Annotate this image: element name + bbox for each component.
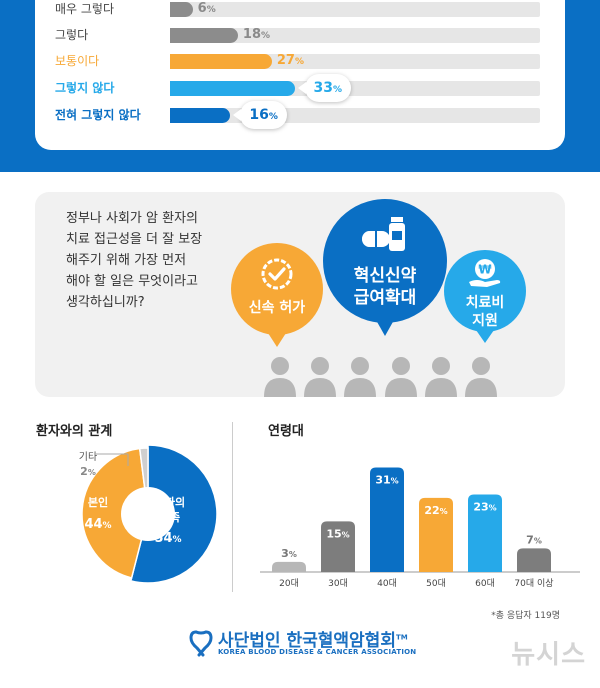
survey-bar-row: 보통이다 27% — [35, 52, 565, 70]
family-value: 54% — [154, 531, 181, 546]
relation-donut-chart: 환자의 가족 54% 본인 44% 기타 2% — [79, 444, 218, 584]
medicine-bottle-icon — [362, 217, 405, 251]
survey-bar-row: 그렇다 18% — [35, 26, 565, 44]
answer-fast-approval-circle: 신속 허가 — [231, 243, 323, 335]
family-label-1: 환자의 — [155, 495, 185, 509]
survey-bar-label: 그렇지 않다 — [55, 81, 115, 95]
survey-bar-row: 그렇지 않다 33% — [35, 74, 565, 102]
self-value-number: 44 — [84, 517, 102, 532]
question-text: 정부나 사회가 암 환자의 치료 접근성을 더 잘 보장 해주기 위해 가장 먼… — [66, 208, 236, 313]
answer-support-tail — [476, 330, 494, 343]
person-icon — [264, 357, 296, 397]
survey-bar-value: 16% — [233, 101, 287, 129]
age-bar-chart: 3% 20대 15% 30대 31% 40대 22% 50대 23% 60대 7% 70대 이상 — [260, 467, 580, 589]
question-line: 정부나 사회가 암 환자의 — [66, 211, 198, 226]
answer-support-label-2: 지원 — [472, 313, 498, 329]
age-bar — [370, 467, 404, 572]
answer-new-drug-circle: 혁신신약 급여확대 — [323, 199, 447, 323]
coin-hand-icon: ₩ — [469, 259, 501, 287]
age-bar — [321, 521, 355, 572]
age-category-label: 30대 — [328, 578, 348, 589]
survey-bar-label: 전혀 그렇지 않다 — [55, 108, 141, 122]
age-category-label: 50대 — [426, 578, 446, 589]
survey-bar-label: 그렇다 — [55, 28, 89, 42]
self-value: 44% — [84, 517, 111, 532]
org-name: 사단법인 한국혈액암협회TM — [218, 631, 408, 651]
survey-bar-track — [170, 28, 540, 43]
survey-bar-value: 27% — [276, 53, 305, 68]
org-english-name: KOREA BLOOD DISEASE & CANCER ASSOCIATION — [218, 648, 417, 656]
answer-new-drug-label-1: 혁신신약 — [353, 266, 417, 286]
survey-bar-value: 6% — [197, 1, 216, 16]
other-value-pct: % — [88, 468, 96, 477]
person-icon — [425, 357, 457, 397]
answer-new-drug-tail — [376, 320, 394, 336]
age-category-label: 20대 — [279, 578, 299, 589]
question-line: 해주기 위해 가장 먼저 — [66, 253, 187, 268]
survey-bar-label: 매우 그렇다 — [55, 2, 115, 16]
age-category-label: 60대 — [475, 578, 495, 589]
survey-bar-fill — [170, 2, 193, 17]
survey-bar-fill — [170, 28, 238, 43]
age-bar — [468, 494, 502, 572]
ribbon-logo-icon — [189, 630, 213, 657]
question-line: 생각하십니까? — [66, 295, 145, 310]
survey-bar-value: 18% — [242, 27, 271, 42]
survey-bar-fill — [170, 54, 272, 69]
news-watermark: 뉴시스 — [511, 640, 586, 670]
age-category-label: 40대 — [377, 578, 397, 589]
answer-new-drug-label-2: 급여확대 — [353, 288, 417, 308]
survey-bar-track — [170, 2, 540, 17]
check-badge-icon — [261, 258, 293, 290]
section-divider — [232, 422, 233, 592]
survey-bar-card: 매우 그렇다 6% 그렇다 18% 보통이다 27% 그렇지 않다 33% 전혀 그렇지 않다 1… — [35, 0, 565, 150]
survey-bar-fill — [170, 81, 295, 96]
answer-fast-approval-tail — [268, 333, 286, 347]
age-bar — [272, 561, 306, 572]
survey-bar-value: 33% — [297, 74, 352, 102]
age-bar-value: 31% — [375, 473, 398, 486]
respondent-note: *총 응답자 119명 — [491, 611, 560, 621]
age-bar — [517, 548, 551, 572]
age-bar-value: 7% — [526, 533, 542, 546]
answer-support-circle: ₩ 치료비 지원 — [444, 250, 526, 332]
self-label: 본인 — [88, 495, 108, 509]
person-icon — [385, 357, 417, 397]
age-bar — [419, 497, 453, 572]
age-bar-value: 15% — [326, 527, 349, 540]
age-title: 연령대 — [268, 424, 304, 439]
family-label-2: 가족 — [160, 510, 180, 524]
person-icon — [304, 357, 336, 397]
person-icon — [344, 357, 376, 397]
age-category-label: 70대 이상 — [514, 578, 553, 589]
answer-support-label-1: 치료비 — [465, 295, 505, 311]
other-value-number: 2 — [80, 465, 88, 478]
family-value-pct: % — [173, 535, 182, 545]
question-line: 치료 접근성을 더 잘 보장 — [66, 232, 203, 247]
self-value-pct: % — [103, 521, 112, 531]
other-value: 2% — [80, 465, 96, 478]
other-label: 기타 — [79, 451, 97, 463]
age-bar-value: 22% — [424, 504, 447, 517]
age-bar-value: 3% — [281, 547, 297, 560]
age-bar-value: 23% — [473, 500, 496, 513]
won-symbol: ₩ — [478, 263, 492, 277]
donut-slice — [81, 447, 149, 579]
family-value-number: 54 — [154, 531, 172, 546]
survey-bar-row: 매우 그렇다 6% — [35, 0, 565, 18]
answer-fast-approval-label: 신속 허가 — [248, 300, 306, 316]
survey-bar-fill — [170, 108, 231, 123]
person-icon — [465, 357, 497, 397]
survey-bar-row: 전혀 그렇지 않다 16% — [35, 101, 565, 129]
relation-title: 환자와의 관계 — [36, 424, 113, 439]
question-line: 해야 할 일은 무엇이라고 — [66, 274, 198, 289]
survey-bar-label: 보통이다 — [55, 54, 100, 68]
